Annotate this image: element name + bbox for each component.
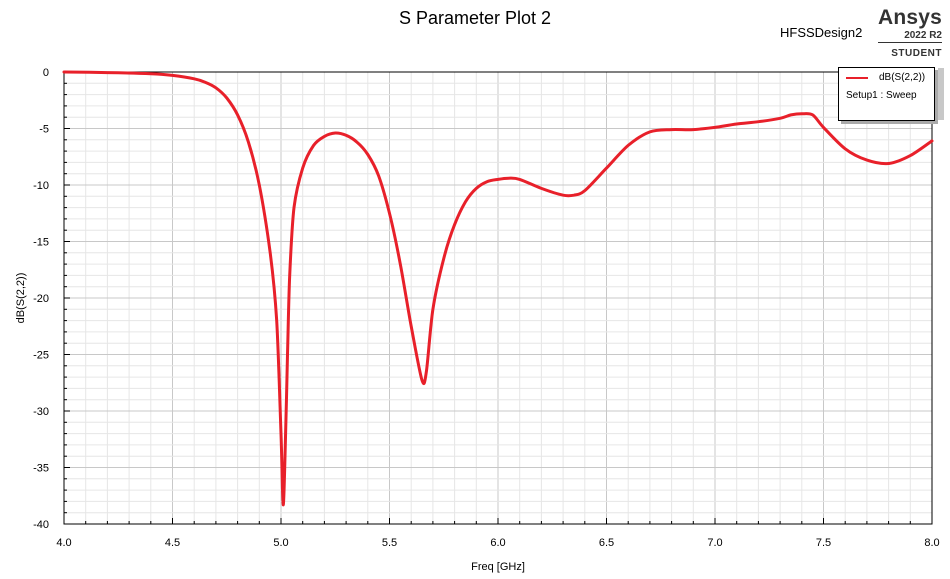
legend-setup-label: Setup1 : Sweep <box>846 90 917 101</box>
y-tick-label: -40 <box>33 519 49 531</box>
y-tick-label: -25 <box>33 350 49 362</box>
legend-line-swatch <box>846 77 868 79</box>
x-tick-label: 6.5 <box>599 537 614 549</box>
x-tick-label: 7.0 <box>707 537 722 549</box>
grid <box>63 71 933 525</box>
legend-scrollbar[interactable] <box>938 68 944 120</box>
brand-logo-text: Ansys <box>877 6 942 29</box>
brand-block: Ansys 2022 R2 STUDENT <box>877 6 942 59</box>
x-tick-label: 6.0 <box>490 537 505 549</box>
y-tick-label: -10 <box>33 180 49 192</box>
x-tick-labels: 4.0 4.5 5.0 5.5 6.0 6.5 7.0 7.5 8.0 <box>56 537 939 549</box>
brand-edition: STUDENT <box>891 48 942 59</box>
x-tick-label: 7.5 <box>816 537 831 549</box>
x-tick-label: 5.5 <box>382 537 397 549</box>
legend-trace-label: dB(S(2,2)) <box>879 72 926 83</box>
chart-title: S Parameter Plot 2 <box>398 8 552 28</box>
brand-version: 2022 R2 <box>877 30 942 43</box>
y-tick-label: -20 <box>33 293 49 305</box>
y-tick-label: -5 <box>39 124 49 136</box>
y-tick-labels: 0 -5 -10 -15 -20 -25 -30 -35 -40 <box>33 67 49 531</box>
x-tick-label: 5.0 <box>273 537 288 549</box>
x-tick-label: 4.5 <box>165 537 180 549</box>
axis-ticks <box>63 71 933 525</box>
x-tick-label: 4.0 <box>56 537 71 549</box>
y-tick-label: 0 <box>43 67 49 79</box>
design-name: HFSSDesign2 <box>780 25 863 40</box>
y-tick-label: -35 <box>33 463 49 475</box>
y-tick-label: -30 <box>33 406 49 418</box>
series-line-dB-S22 <box>62 70 934 507</box>
legend-box[interactable]: dB(S(2,2)) Setup1 : Sweep <box>838 67 944 121</box>
y-axis-label: dB(S(2,2)) <box>15 273 27 324</box>
x-axis-label: Freq [GHz] <box>471 561 525 573</box>
y-tick-label: -15 <box>33 237 49 249</box>
x-tick-label: 8.0 <box>924 537 939 549</box>
